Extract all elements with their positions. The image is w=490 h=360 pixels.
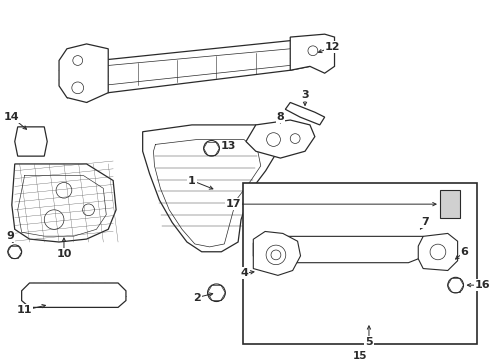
Polygon shape <box>258 252 277 288</box>
Polygon shape <box>15 127 47 156</box>
Text: 14: 14 <box>4 112 20 122</box>
Polygon shape <box>246 120 315 158</box>
Text: 15: 15 <box>353 351 368 360</box>
Text: 11: 11 <box>17 305 32 315</box>
Polygon shape <box>22 283 126 307</box>
Polygon shape <box>425 242 465 278</box>
Polygon shape <box>59 44 108 103</box>
Text: 6: 6 <box>461 247 468 257</box>
Text: 16: 16 <box>474 280 490 290</box>
Polygon shape <box>253 237 423 263</box>
Polygon shape <box>12 164 116 242</box>
Text: 5: 5 <box>365 337 373 347</box>
Text: 13: 13 <box>220 141 236 151</box>
Text: 1: 1 <box>188 176 196 185</box>
Text: 2: 2 <box>193 293 200 303</box>
Text: 12: 12 <box>325 42 341 52</box>
Text: 8: 8 <box>276 112 284 122</box>
Polygon shape <box>285 103 325 125</box>
Polygon shape <box>290 34 335 73</box>
Polygon shape <box>143 125 277 252</box>
Bar <box>440 190 460 218</box>
Text: 7: 7 <box>421 217 429 228</box>
Polygon shape <box>87 37 325 93</box>
Polygon shape <box>418 233 458 270</box>
Text: 9: 9 <box>6 231 14 241</box>
Text: 4: 4 <box>240 268 248 278</box>
Polygon shape <box>253 231 300 275</box>
Text: 17: 17 <box>226 199 242 209</box>
Polygon shape <box>283 288 453 337</box>
Bar <box>244 183 477 344</box>
Polygon shape <box>295 210 423 239</box>
Text: 3: 3 <box>301 90 309 100</box>
Text: 10: 10 <box>56 249 72 259</box>
